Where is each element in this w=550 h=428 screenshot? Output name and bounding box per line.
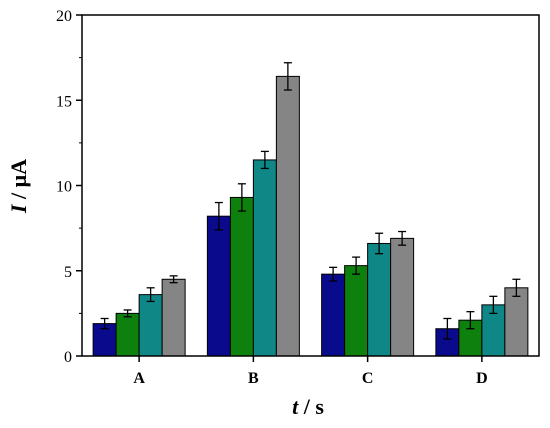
bar-C-series-1 bbox=[321, 273, 346, 357]
error-bar-D-series-1 bbox=[443, 317, 452, 340]
error-bar-C-series-4 bbox=[398, 230, 407, 246]
error-bar-A-series-2 bbox=[123, 309, 132, 318]
bar-A-series-4 bbox=[161, 278, 186, 357]
error-bar-D-series-3 bbox=[489, 295, 498, 315]
bar-B-series-2 bbox=[229, 196, 254, 357]
bar-B-series-3 bbox=[252, 159, 277, 357]
x-axis: A B C D bbox=[133, 356, 488, 387]
x-tick-label-B: B bbox=[248, 370, 259, 387]
bar-A-series-2 bbox=[115, 312, 140, 357]
error-bar-A-series-3 bbox=[146, 287, 155, 303]
y-tick-label-5: 5 bbox=[64, 264, 72, 281]
x-axis-unit: / s bbox=[298, 394, 324, 419]
y-tick-label-10: 10 bbox=[56, 179, 72, 196]
error-bar-B-series-3 bbox=[260, 150, 269, 170]
error-bar-B-series-1 bbox=[214, 201, 223, 231]
bar-C-series-4 bbox=[390, 237, 415, 357]
error-bar-C-series-3 bbox=[375, 232, 384, 255]
y-axis-title: I / μA bbox=[6, 159, 31, 214]
y-tick-label-15: 15 bbox=[56, 93, 72, 110]
y-tick-label-20: 20 bbox=[56, 8, 72, 25]
error-bars-group bbox=[100, 62, 521, 340]
error-bar-B-series-2 bbox=[237, 183, 246, 212]
error-bar-C-series-1 bbox=[329, 266, 338, 282]
x-axis-symbol: t bbox=[292, 394, 299, 419]
error-bar-A-series-1 bbox=[100, 317, 109, 330]
bar-B-series-4 bbox=[275, 75, 300, 357]
x-tick-label-C: C bbox=[362, 370, 374, 387]
x-tick-label-D: D bbox=[476, 370, 488, 387]
y-tick-label-0: 0 bbox=[64, 349, 72, 366]
error-bar-A-series-4 bbox=[169, 275, 178, 284]
error-bar-D-series-2 bbox=[466, 311, 475, 330]
y-axis: 0 5 10 15 20 bbox=[56, 8, 82, 366]
bar-C-series-3 bbox=[367, 242, 392, 357]
error-bar-C-series-2 bbox=[352, 256, 361, 275]
y-axis-symbol: I bbox=[6, 203, 31, 214]
bar-B-series-1 bbox=[206, 215, 231, 357]
error-bar-B-series-4 bbox=[283, 62, 292, 91]
bar-A-series-3 bbox=[138, 294, 163, 357]
bars-group bbox=[92, 75, 529, 357]
error-bar-D-series-4 bbox=[512, 278, 521, 297]
bar-D-series-4 bbox=[504, 287, 529, 357]
y-axis-unit: / μA bbox=[6, 159, 31, 205]
bar-C-series-2 bbox=[344, 265, 369, 357]
x-tick-label-A: A bbox=[133, 370, 145, 387]
x-axis-title: t / s bbox=[292, 394, 324, 419]
